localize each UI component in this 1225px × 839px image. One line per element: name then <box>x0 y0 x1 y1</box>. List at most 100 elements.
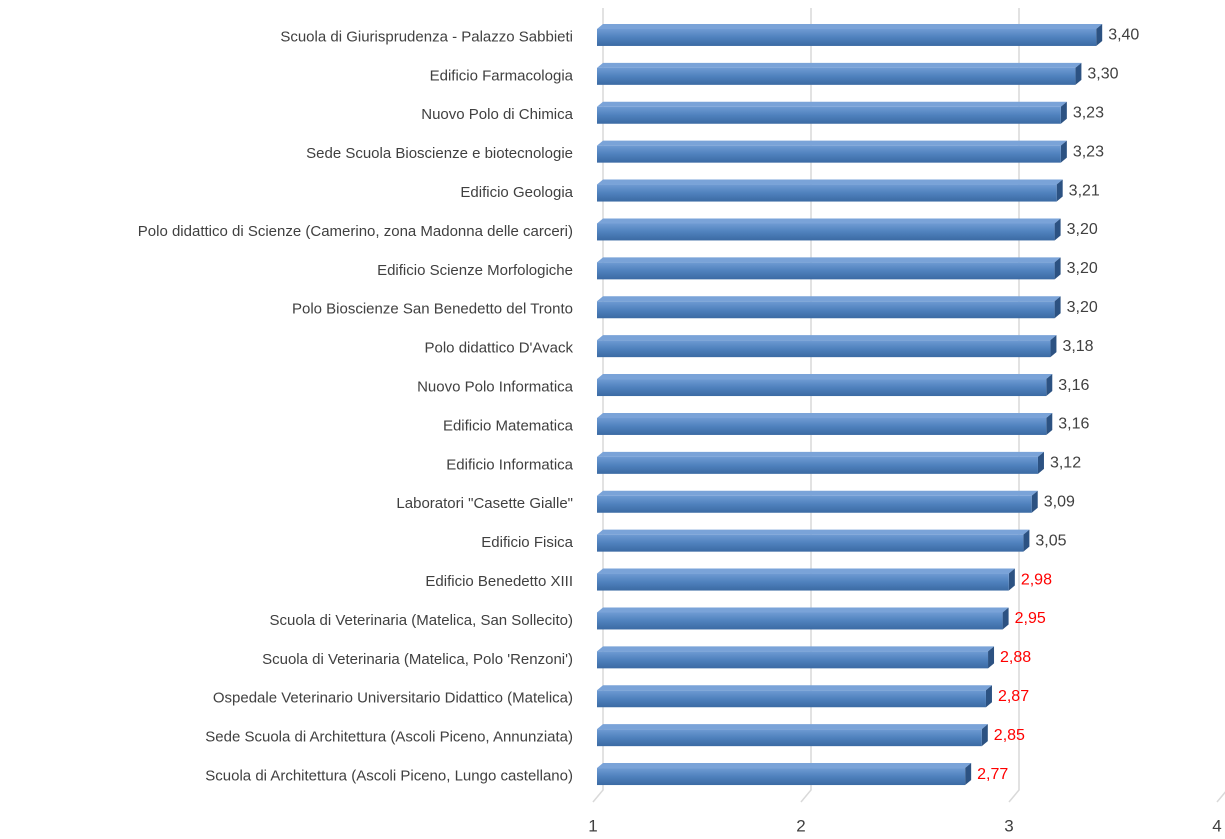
bar-side <box>988 646 995 669</box>
bar <box>597 690 986 708</box>
bar-side <box>1056 179 1063 202</box>
bar-side <box>1060 101 1067 124</box>
bar-side <box>965 763 972 786</box>
bar-side <box>1002 607 1009 630</box>
y-tick-label: Edificio Informatica <box>446 456 573 473</box>
y-tick-label: Scuola di Architettura (Ascoli Piceno, L… <box>205 768 573 785</box>
bar <box>597 651 989 669</box>
grid-line <box>592 8 604 803</box>
bar-top <box>597 335 1057 341</box>
bar <box>597 495 1032 513</box>
value-label: 3,12 <box>1050 455 1081 472</box>
bar-top <box>597 646 995 652</box>
bar-top <box>597 529 1030 535</box>
bar-side <box>1037 451 1044 474</box>
grid-line <box>800 8 812 803</box>
bar-top <box>597 257 1061 263</box>
value-label: 3,20 <box>1067 299 1098 316</box>
bar-top <box>597 62 1082 68</box>
y-tick-label: Edificio Matematica <box>443 417 574 434</box>
value-label: 2,87 <box>998 688 1029 705</box>
grid-line <box>1216 791 1225 803</box>
bar <box>597 145 1061 163</box>
value-label: 3,09 <box>1044 493 1075 510</box>
y-tick-label: Scuola di Veterinaria (Matelica, Polo 'R… <box>262 651 573 668</box>
value-label: 3,16 <box>1058 377 1089 394</box>
bar <box>597 379 1047 397</box>
bar-top <box>597 374 1053 380</box>
y-tick-label: Scuola di Giurisprudenza - Palazzo Sabbi… <box>280 28 573 45</box>
bar-side <box>1050 335 1057 358</box>
x-tick-label: 3 <box>1004 816 1013 835</box>
bar-top <box>597 451 1044 457</box>
bar <box>597 106 1061 124</box>
grid-line <box>1008 8 1020 803</box>
y-tick-label: Nuovo Polo Informatica <box>417 379 574 396</box>
bar-side <box>1046 374 1053 397</box>
bar <box>597 612 1003 630</box>
bar-side <box>1008 568 1015 591</box>
bar-top <box>597 23 1103 29</box>
bar-side <box>981 724 988 747</box>
y-tick-label: Polo Bioscienze San Benedetto del Tronto <box>292 301 573 318</box>
value-label: 3,18 <box>1062 338 1093 355</box>
y-tick-label: Ospedale Veterinario Universitario Didat… <box>213 690 573 707</box>
value-label: 3,16 <box>1058 416 1089 433</box>
bar-side <box>1060 140 1067 163</box>
y-tick-label: Polo didattico di Scienze (Camerino, zon… <box>138 223 573 240</box>
y-tick-label: Sede Scuola di Architettura (Ascoli Pice… <box>205 729 573 746</box>
bar-top <box>597 685 992 691</box>
y-tick-label: Edificio Farmacologia <box>430 67 574 84</box>
bar <box>597 28 1097 46</box>
value-label: 2,85 <box>994 727 1025 744</box>
bar-side <box>1075 62 1082 85</box>
value-label: 3,40 <box>1108 27 1139 44</box>
value-label: 3,20 <box>1067 260 1098 277</box>
bar-top <box>597 724 988 730</box>
y-tick-label: Nuovo Polo di Chimica <box>421 106 573 123</box>
y-tick-label: Laboratori "Casette Gialle" <box>396 495 573 512</box>
bar-side <box>985 685 992 708</box>
bar-side <box>1054 218 1061 241</box>
bar-side <box>1031 490 1038 513</box>
value-label: 3,23 <box>1073 143 1104 160</box>
value-label: 2,95 <box>1015 610 1046 627</box>
bar-top <box>597 218 1061 224</box>
bar-top <box>597 763 972 769</box>
bar <box>597 534 1024 552</box>
bar-side <box>1046 412 1053 435</box>
bar-top <box>597 412 1053 418</box>
bar-side <box>1023 529 1030 552</box>
value-label: 3,20 <box>1067 221 1098 238</box>
x-tick-label: 1 <box>588 816 597 835</box>
bar <box>597 417 1047 435</box>
bar <box>597 262 1055 280</box>
y-tick-label: Edificio Scienze Morfologiche <box>377 262 573 279</box>
bar <box>597 67 1076 85</box>
bar <box>597 340 1051 358</box>
bar-side <box>1054 257 1061 280</box>
y-tick-label: Edificio Benedetto XIII <box>425 573 573 590</box>
y-tick-label: Sede Scuola Bioscienze e biotecnologie <box>306 145 573 162</box>
y-tick-label: Edificio Geologia <box>460 184 573 201</box>
bar-top <box>597 490 1038 496</box>
bar-top <box>597 140 1067 146</box>
value-label: 3,23 <box>1073 104 1104 121</box>
y-tick-label: Edificio Fisica <box>481 534 573 551</box>
bar <box>597 729 982 747</box>
value-label: 3,05 <box>1035 532 1066 549</box>
y-tick-label: Polo didattico D'Avack <box>425 340 574 357</box>
value-label: 3,21 <box>1069 182 1100 199</box>
bar-top <box>597 101 1067 107</box>
value-label: 2,98 <box>1021 571 1052 588</box>
bar-top <box>597 568 1015 574</box>
value-label: 3,30 <box>1087 66 1118 83</box>
x-tick-label: 4 <box>1212 816 1221 835</box>
bar <box>597 184 1057 202</box>
x-tick-label: 2 <box>796 816 805 835</box>
value-label: 2,77 <box>977 766 1008 783</box>
bar <box>597 573 1009 591</box>
bar <box>597 223 1055 241</box>
bar-top <box>597 296 1061 302</box>
